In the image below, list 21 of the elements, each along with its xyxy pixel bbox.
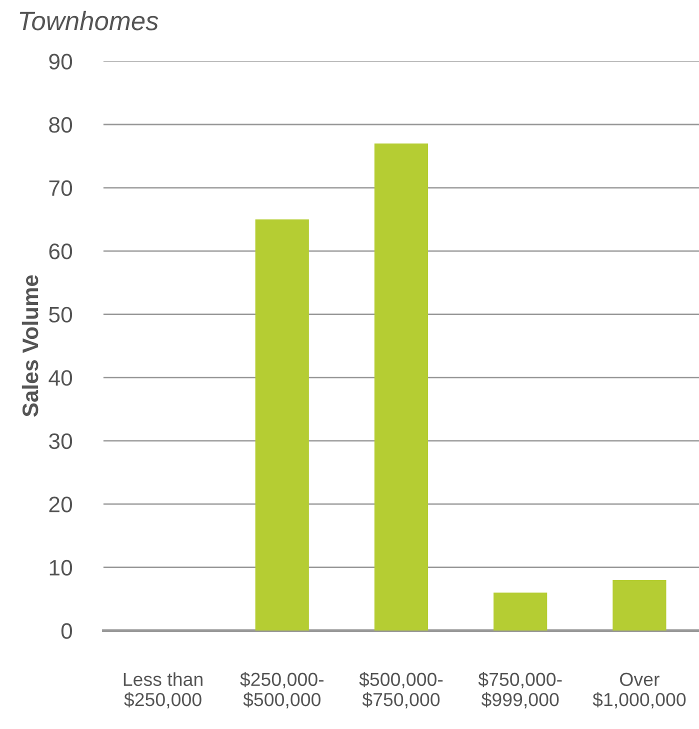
y-axis-title: Sales Volume [22,275,38,417]
y-tick-label: 70 [49,180,72,196]
x-tick-label: $750,000- $999,000 [478,672,562,708]
y-tick-label: 90 [49,54,72,70]
x-tick-label: Over $1,000,000 [592,672,686,708]
y-tick-label: 80 [49,117,72,133]
x-tick-label: $250,000- $500,000 [240,672,324,708]
y-tick-label: 20 [49,496,72,512]
bar [494,592,548,631]
y-tick-label: 30 [49,433,72,450]
bar [255,219,309,631]
y-tick-label: 50 [49,306,72,323]
y-tick-label: 10 [50,560,72,576]
bar [374,143,428,631]
y-tick-label: 60 [49,244,72,260]
y-tick-label: 40 [48,370,72,386]
x-tick-label: Less than $250,000 [124,672,202,708]
y-tick-label: 0 [61,623,72,639]
chart-title: Townhomes [20,10,158,30]
x-tick-label: $500,000- $750,000 [359,672,443,708]
bar [612,580,666,631]
